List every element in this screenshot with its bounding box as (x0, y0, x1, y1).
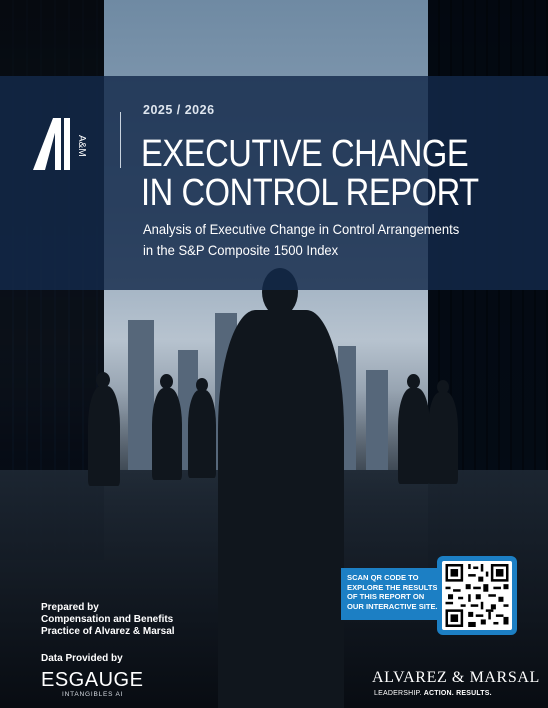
person-silhouette-head (96, 372, 110, 388)
report-year: 2025 / 2026 (143, 103, 215, 117)
person-silhouette (88, 386, 120, 486)
firm-name: ALVAREZ & MARSAL (372, 669, 540, 686)
prepared-by-line2: Compensation and Benefits (41, 614, 174, 625)
esgauge-logo: ESGAUGE (41, 669, 144, 691)
data-provided-by: Data Provided by (41, 653, 123, 664)
alvarez-marsal-logo-icon: A&M (33, 118, 87, 170)
subtitle-line2: in the S&P Composite 1500 Index (143, 242, 339, 258)
person-silhouette (428, 392, 458, 484)
report-title-line1: EXECUTIVE CHANGE (141, 133, 469, 175)
firm-tagline: LEADERSHIP. ACTION. RESULTS. (374, 690, 492, 697)
report-subtitle: Analysis of Executive Change in Control … (143, 219, 459, 261)
person-silhouette (188, 390, 216, 478)
subtitle-line1: Analysis of Executive Change in Control … (143, 221, 460, 237)
person-silhouette-head (160, 374, 173, 389)
qr-code-frame[interactable] (437, 556, 517, 635)
person-silhouette-head (196, 378, 208, 392)
qr-label: SCAN QR CODE TO EXPLORE THE RESULTS OF T… (341, 568, 445, 620)
executive-silhouette (218, 310, 344, 708)
person-silhouette (152, 388, 182, 480)
title-band (0, 76, 548, 290)
skyline-tower (366, 370, 388, 470)
person-silhouette (398, 388, 430, 484)
prepared-by-line1: Prepared by (41, 602, 99, 613)
person-silhouette-head (437, 380, 449, 394)
qr-code-icon (445, 564, 509, 627)
prepared-by-line3: Practice of Alvarez & Marsal (41, 626, 175, 637)
tagline-leadership: LEADERSHIP. (374, 690, 424, 697)
tagline-action-results: ACTION. RESULTS. (423, 690, 492, 697)
skyline-tower (128, 320, 154, 470)
qr-code[interactable] (442, 561, 512, 630)
esgauge-subtitle: INTANGIBLES AI (62, 691, 124, 698)
logo-divider (120, 112, 121, 168)
svg-text:A&M: A&M (76, 135, 87, 157)
qr-callout[interactable]: SCAN QR CODE TO EXPLORE THE RESULTS OF T… (341, 556, 519, 635)
report-title-line2: IN CONTROL REPORT (141, 172, 479, 214)
prepared-by: Prepared by Compensation and Benefits Pr… (41, 602, 175, 638)
person-silhouette-head (407, 374, 420, 389)
